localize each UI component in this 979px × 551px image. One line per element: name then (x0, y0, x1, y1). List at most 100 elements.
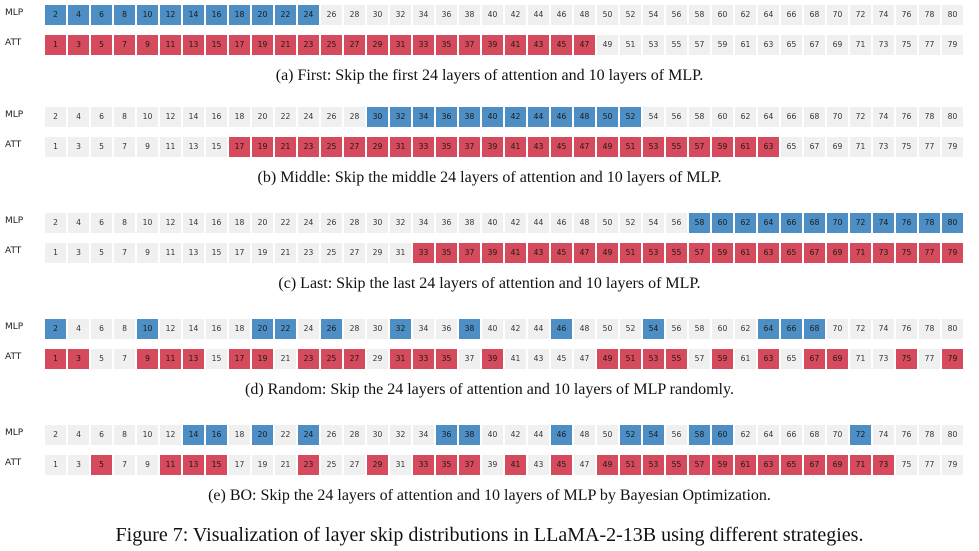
att-layer-cell: 35 (436, 35, 457, 55)
att-layer-cell: 57 (689, 455, 710, 475)
mlp-layer-cell: 80 (942, 425, 963, 445)
mlp-layer-cell: 28 (344, 213, 365, 233)
mlp-layer-cell: 52 (620, 107, 641, 127)
mlp-layer-cell: 54 (643, 5, 664, 25)
mlp-layer-cell: 24 (298, 319, 319, 339)
mlp-layer-cell: 6 (91, 425, 112, 445)
mlp-layer-cell: 80 (942, 107, 963, 127)
mlp-layer-cell: 56 (666, 319, 687, 339)
att-layer-cell: 29 (367, 349, 388, 369)
att-layer-cell: 65 (781, 35, 802, 55)
mlp-layer-cell: 8 (114, 213, 135, 233)
mlp-layer-cell: 22 (275, 107, 296, 127)
mlp-layer-cell: 62 (735, 213, 756, 233)
att-layer-cell: 71 (850, 243, 871, 263)
mlp-layer-cell: 44 (528, 213, 549, 233)
att-layer-cell: 23 (298, 35, 319, 55)
mlp-layer-cell: 70 (827, 107, 848, 127)
mlp-layer-cell: 42 (505, 213, 526, 233)
att-layer-cell: 53 (643, 35, 664, 55)
mlp-layer-cell: 34 (413, 107, 434, 127)
att-layer-cell: 67 (804, 35, 825, 55)
att-layer-cell: 61 (735, 243, 756, 263)
att-layer-cell: 21 (275, 35, 296, 55)
mlp-layer-cell: 80 (942, 5, 963, 25)
mlp-layer-cell: 12 (160, 425, 181, 445)
att-layer-cell: 59 (712, 35, 733, 55)
att-layer-cell: 33 (413, 243, 434, 263)
att-layer-cell: 53 (643, 137, 664, 157)
mlp-layer-cell: 16 (206, 5, 227, 25)
mlp-layer-cell: 56 (666, 213, 687, 233)
mlp-row: MLP 2 4 6 8 10 12 14 16 18 20 22 24 26 28 30 32 34 36 38 40 4… (0, 319, 979, 339)
mlp-layer-cell: 36 (436, 319, 457, 339)
mlp-layer-cell: 12 (160, 107, 181, 127)
mlp-layer-cell: 26 (321, 425, 342, 445)
att-layer-cell: 55 (666, 455, 687, 475)
att-layer-cell: 19 (252, 455, 273, 475)
mlp-layer-cell: 60 (712, 425, 733, 445)
mlp-row-label: MLP (5, 216, 24, 226)
panel-caption: (e) BO: Skip the 24 layers of attention … (208, 487, 771, 504)
att-layer-cell: 41 (505, 349, 526, 369)
mlp-layer-cell: 2 (45, 213, 66, 233)
mlp-layer-cell: 16 (206, 107, 227, 127)
att-layer-cell: 71 (850, 137, 871, 157)
mlp-layer-cell: 10 (137, 213, 158, 233)
att-layer-cell: 11 (160, 243, 181, 263)
mlp-layer-cell: 6 (91, 5, 112, 25)
att-layer-cell: 51 (620, 137, 641, 157)
mlp-layer-cell: 50 (597, 319, 618, 339)
mlp-layer-cell: 52 (620, 213, 641, 233)
mlp-layer-cell: 46 (551, 425, 572, 445)
att-layer-cell: 41 (505, 35, 526, 55)
att-layer-cell: 33 (413, 455, 434, 475)
mlp-layer-cell: 14 (183, 107, 204, 127)
mlp-layer-cell: 54 (643, 213, 664, 233)
mlp-layer-cell: 46 (551, 107, 572, 127)
mlp-layer-cell: 74 (873, 213, 894, 233)
mlp-layer-cell: 58 (689, 425, 710, 445)
mlp-layer-cell: 26 (321, 107, 342, 127)
att-layer-cell: 25 (321, 349, 342, 369)
att-layer-cell: 15 (206, 349, 227, 369)
mlp-layer-cell: 60 (712, 319, 733, 339)
att-layer-cell: 11 (160, 455, 181, 475)
mlp-layer-cell: 6 (91, 213, 112, 233)
mlp-layer-cell: 40 (482, 213, 503, 233)
att-layer-cell: 47 (574, 455, 595, 475)
mlp-layer-cell: 24 (298, 5, 319, 25)
att-layer-cell: 47 (574, 35, 595, 55)
att-layer-cell: 69 (827, 35, 848, 55)
att-layer-cell: 65 (781, 137, 802, 157)
mlp-layer-cell: 10 (137, 107, 158, 127)
att-layer-cell: 9 (137, 35, 158, 55)
att-layer-cell: 75 (896, 349, 917, 369)
mlp-layer-cell: 54 (643, 425, 664, 445)
mlp-layer-cell: 2 (45, 107, 66, 127)
mlp-layer-cell: 18 (229, 213, 250, 233)
mlp-layer-cell: 38 (459, 107, 480, 127)
mlp-layer-cell: 18 (229, 319, 250, 339)
mlp-row-label: MLP (5, 110, 24, 120)
att-layer-cell: 73 (873, 349, 894, 369)
att-layer-cell: 75 (896, 455, 917, 475)
att-layer-cell: 51 (620, 35, 641, 55)
att-layer-cell: 31 (390, 455, 411, 475)
mlp-layer-cell: 66 (781, 319, 802, 339)
att-layer-cell: 31 (390, 243, 411, 263)
mlp-layer-cell: 28 (344, 5, 365, 25)
mlp-layer-cell: 34 (413, 425, 434, 445)
att-layer-cell: 43 (528, 349, 549, 369)
att-layer-cell: 75 (896, 137, 917, 157)
att-layer-cell: 7 (114, 35, 135, 55)
mlp-layer-cell: 72 (850, 425, 871, 445)
mlp-layer-cell: 38 (459, 319, 480, 339)
mlp-layer-cell: 40 (482, 425, 503, 445)
mlp-layer-cell: 8 (114, 425, 135, 445)
mlp-layer-cell: 70 (827, 5, 848, 25)
mlp-layer-cell: 64 (758, 213, 779, 233)
mlp-layer-cell: 36 (436, 213, 457, 233)
panel-caption: (d) Random: Skip the 24 layers of attent… (245, 381, 734, 398)
att-layer-cell: 77 (919, 455, 940, 475)
